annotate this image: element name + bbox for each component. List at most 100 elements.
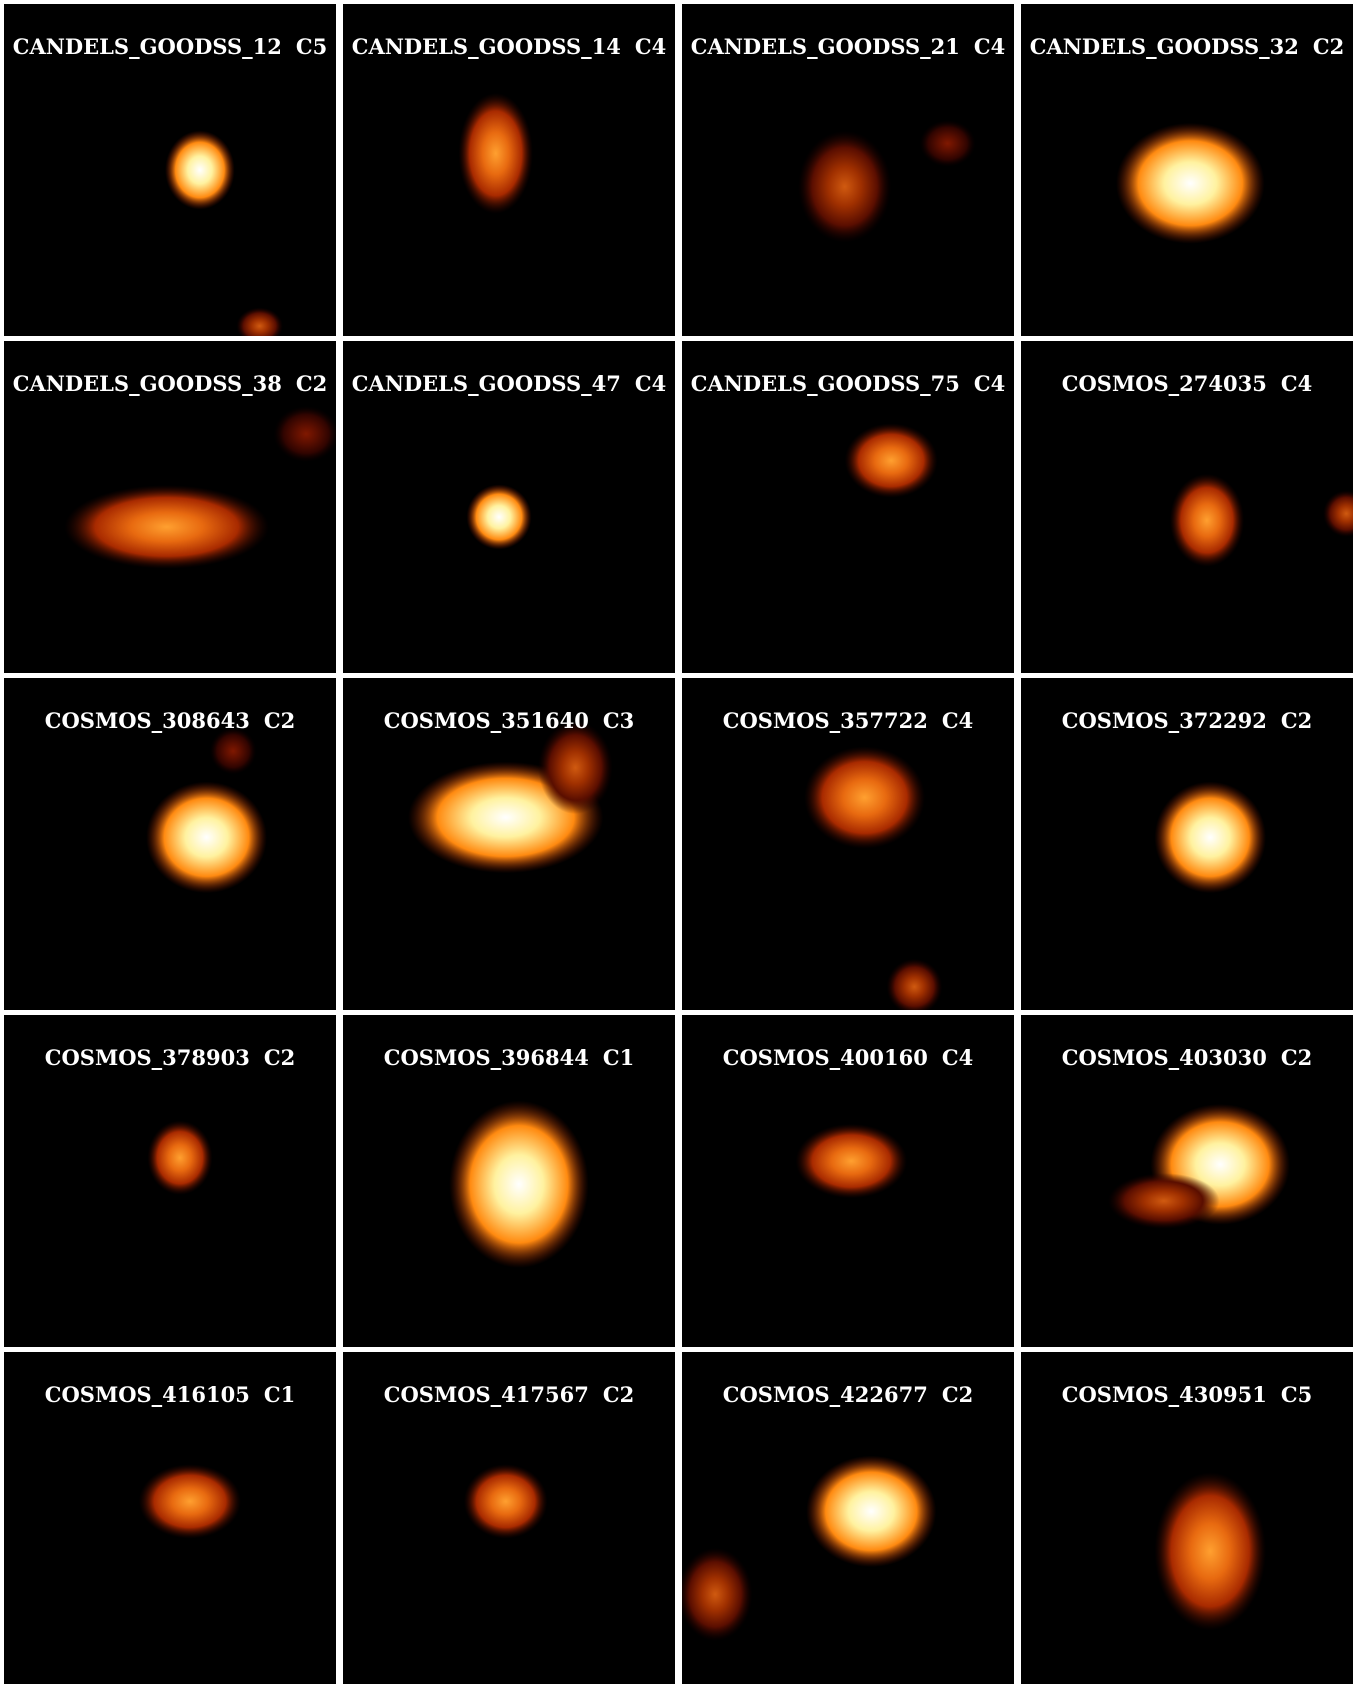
panel-label: CANDELS_GOODSS_32 C2 <box>1021 34 1353 59</box>
source-blob <box>919 120 976 167</box>
cutout-panel: COSMOS_417567 C2 <box>343 1352 675 1684</box>
source-id: COSMOS_378903 <box>44 1045 250 1070</box>
source-blob <box>1154 1472 1267 1631</box>
panel-label: COSMOS_403030 C2 <box>1021 1045 1353 1070</box>
source-blob <box>458 92 533 214</box>
cutout-panel: CANDELS_GOODSS_75 C4 <box>682 341 1014 673</box>
source-id: COSMOS_308643 <box>44 708 250 733</box>
source-class: C2 <box>1280 1045 1313 1070</box>
source-class: C2 <box>941 1382 974 1407</box>
source-id: CANDELS_GOODSS_32 <box>1029 34 1299 59</box>
cutout-panel: COSMOS_372292 C2 <box>1021 678 1353 1010</box>
cutout-image <box>1169 473 1353 567</box>
source-id: COSMOS_400160 <box>722 1045 928 1070</box>
panel-label: COSMOS_416105 C1 <box>4 1382 336 1407</box>
source-class: C1 <box>602 1045 635 1070</box>
cutout-image <box>1115 122 1265 244</box>
source-blob <box>165 130 235 210</box>
cutout-image <box>795 1123 908 1199</box>
cutout-image <box>138 1464 242 1539</box>
source-id: CANDELS_GOODSS_21 <box>690 34 960 59</box>
cutout-image <box>1154 1472 1267 1631</box>
cutout-panel: COSMOS_400160 C4 <box>682 1015 1014 1347</box>
source-blob <box>844 423 938 498</box>
source-blob <box>236 307 283 336</box>
source-id: COSMOS_357722 <box>722 708 928 733</box>
panel-label: COSMOS_372292 C2 <box>1021 708 1353 733</box>
source-blob <box>1154 781 1267 894</box>
source-id: CANDELS_GOODSS_38 <box>12 371 282 396</box>
source-class: C4 <box>634 34 667 59</box>
source-class: C4 <box>973 371 1006 396</box>
source-id: COSMOS_422677 <box>722 1382 928 1407</box>
source-blob <box>886 958 943 1010</box>
source-class: C2 <box>1312 34 1345 59</box>
source-class: C4 <box>1280 371 1313 396</box>
source-class: C2 <box>263 1045 296 1070</box>
source-class: C1 <box>263 1382 296 1407</box>
source-blob <box>463 1464 548 1539</box>
cutout-image <box>165 130 283 336</box>
panel-label: COSMOS_400160 C4 <box>682 1045 1014 1070</box>
source-blob <box>682 1547 753 1641</box>
panel-label: CANDELS_GOODSS_38 C2 <box>4 371 336 396</box>
source-blob <box>147 1120 213 1195</box>
source-class: C2 <box>295 371 328 396</box>
panel-label: CANDELS_GOODSS_12 C5 <box>4 34 336 59</box>
source-blob <box>273 406 336 462</box>
panel-label: CANDELS_GOODSS_75 C4 <box>682 371 1014 396</box>
source-class: C5 <box>1280 1382 1313 1407</box>
cutout-panel: CANDELS_GOODSS_14 C4 <box>343 4 675 336</box>
source-blob <box>138 1464 242 1539</box>
panel-label: COSMOS_378903 C2 <box>4 1045 336 1070</box>
cutout-panel: COSMOS_274035 C4 <box>1021 341 1353 673</box>
panel-label: COSMOS_417567 C2 <box>343 1382 675 1407</box>
source-blob <box>806 1455 937 1568</box>
cutout-panel: CANDELS_GOODSS_21 C4 <box>682 4 1014 336</box>
cutout-image <box>463 1464 548 1539</box>
source-id: CANDELS_GOODSS_75 <box>690 371 960 396</box>
cutout-image <box>1154 781 1267 894</box>
cutout-panel: COSMOS_403030 C2 <box>1021 1015 1353 1347</box>
cutout-panel: COSMOS_351640 C3 <box>343 678 675 1010</box>
source-class: C2 <box>1280 708 1313 733</box>
cutout-panel: COSMOS_357722 C4 <box>682 678 1014 1010</box>
source-class: C4 <box>634 371 667 396</box>
source-class: C2 <box>602 1382 635 1407</box>
source-blob <box>466 484 532 550</box>
source-blob <box>798 130 892 243</box>
cutout-panel: COSMOS_422677 C2 <box>682 1352 1014 1684</box>
panel-label: CANDELS_GOODSS_21 C4 <box>682 34 1014 59</box>
source-blob <box>795 1123 908 1199</box>
cutout-image <box>64 406 336 569</box>
source-class: C4 <box>973 34 1006 59</box>
cutout-panel: COSMOS_378903 C2 <box>4 1015 336 1347</box>
source-blob <box>804 746 926 849</box>
cutout-image <box>682 1455 937 1641</box>
panel-label: COSMOS_357722 C4 <box>682 708 1014 733</box>
panel-label: COSMOS_274035 C4 <box>1021 371 1353 396</box>
cutout-panel: COSMOS_430951 C5 <box>1021 1352 1353 1684</box>
cutout-panel: COSMOS_396844 C1 <box>343 1015 675 1347</box>
panel-label: COSMOS_351640 C3 <box>343 708 675 733</box>
source-blob <box>64 485 269 569</box>
source-blob <box>146 781 267 894</box>
panel-label: CANDELS_GOODSS_14 C4 <box>343 34 675 59</box>
source-class: C2 <box>263 708 296 733</box>
cutout-image <box>466 484 532 550</box>
panel-label: COSMOS_430951 C5 <box>1021 1382 1353 1407</box>
cutout-image <box>146 727 267 894</box>
source-id: COSMOS_351640 <box>383 708 589 733</box>
cutout-panel: CANDELS_GOODSS_12 C5 <box>4 4 336 336</box>
source-blob <box>1115 122 1265 244</box>
cutout-image <box>844 423 938 498</box>
source-class: C3 <box>602 708 635 733</box>
source-blob <box>538 721 613 815</box>
source-blob <box>449 1100 589 1268</box>
source-class: C5 <box>295 34 328 59</box>
cutout-panel: COSMOS_308643 C2 <box>4 678 336 1010</box>
source-blob <box>1323 490 1353 537</box>
image-grid: CANDELS_GOODSS_12 C5 CANDELS_GOODSS_14 C4 CA… <box>4 4 1353 1684</box>
cutout-image <box>1107 1103 1290 1229</box>
